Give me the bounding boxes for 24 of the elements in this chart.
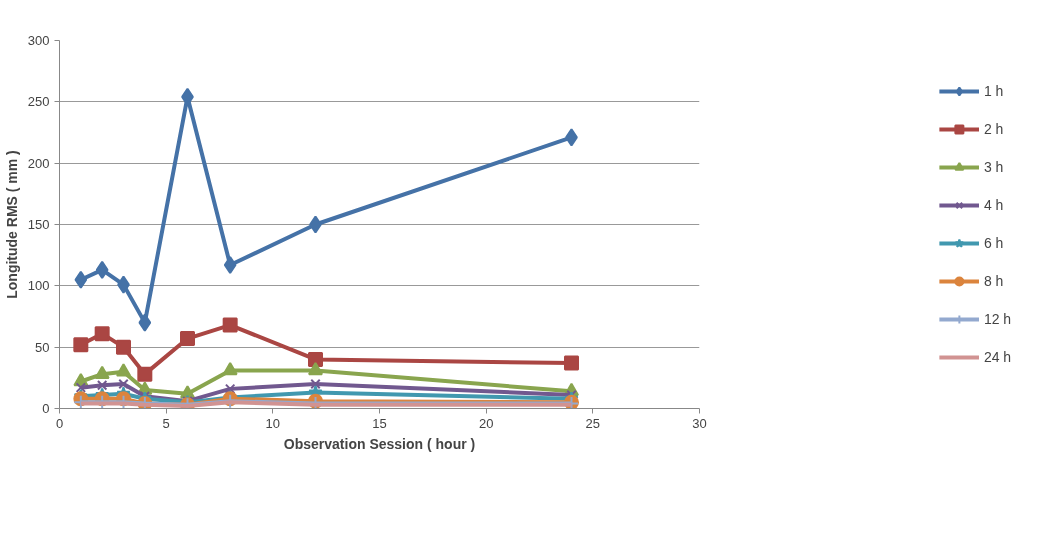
x-tick-label: 25: [585, 415, 601, 431]
y-axis-title: Longitude RMS ( mm ): [3, 150, 20, 299]
x-tick-label: 30: [692, 415, 707, 431]
legend-label: 24 h: [983, 349, 1012, 365]
x-tick-label: 20: [478, 415, 494, 431]
y-tick-label: 50: [35, 339, 50, 355]
y-tick-label: 300: [27, 33, 50, 48]
legend-label: 1 h: [983, 83, 1004, 99]
legend-label: 4 h: [983, 197, 1004, 213]
y-tick-label: 0: [42, 401, 50, 416]
x-tick-label: 0: [55, 415, 64, 431]
y-tick-label: 250: [27, 94, 50, 110]
legend-label: 6 h: [983, 235, 1004, 251]
x-tick-label: 5: [162, 415, 170, 431]
legend-label: 8 h: [983, 273, 1004, 289]
x-tick-label: 15: [372, 415, 387, 431]
y-tick-label: 150: [27, 217, 50, 232]
legend-label: 2 h: [983, 121, 1004, 137]
y-tick-label: 100: [27, 278, 50, 294]
x-axis-title: Observation Session ( hour ): [283, 435, 476, 452]
legend-label: 3 h: [983, 159, 1004, 175]
legend-label: 12 h: [983, 311, 1012, 327]
y-tick-label: 200: [27, 155, 50, 171]
x-tick-label: 10: [265, 415, 281, 431]
